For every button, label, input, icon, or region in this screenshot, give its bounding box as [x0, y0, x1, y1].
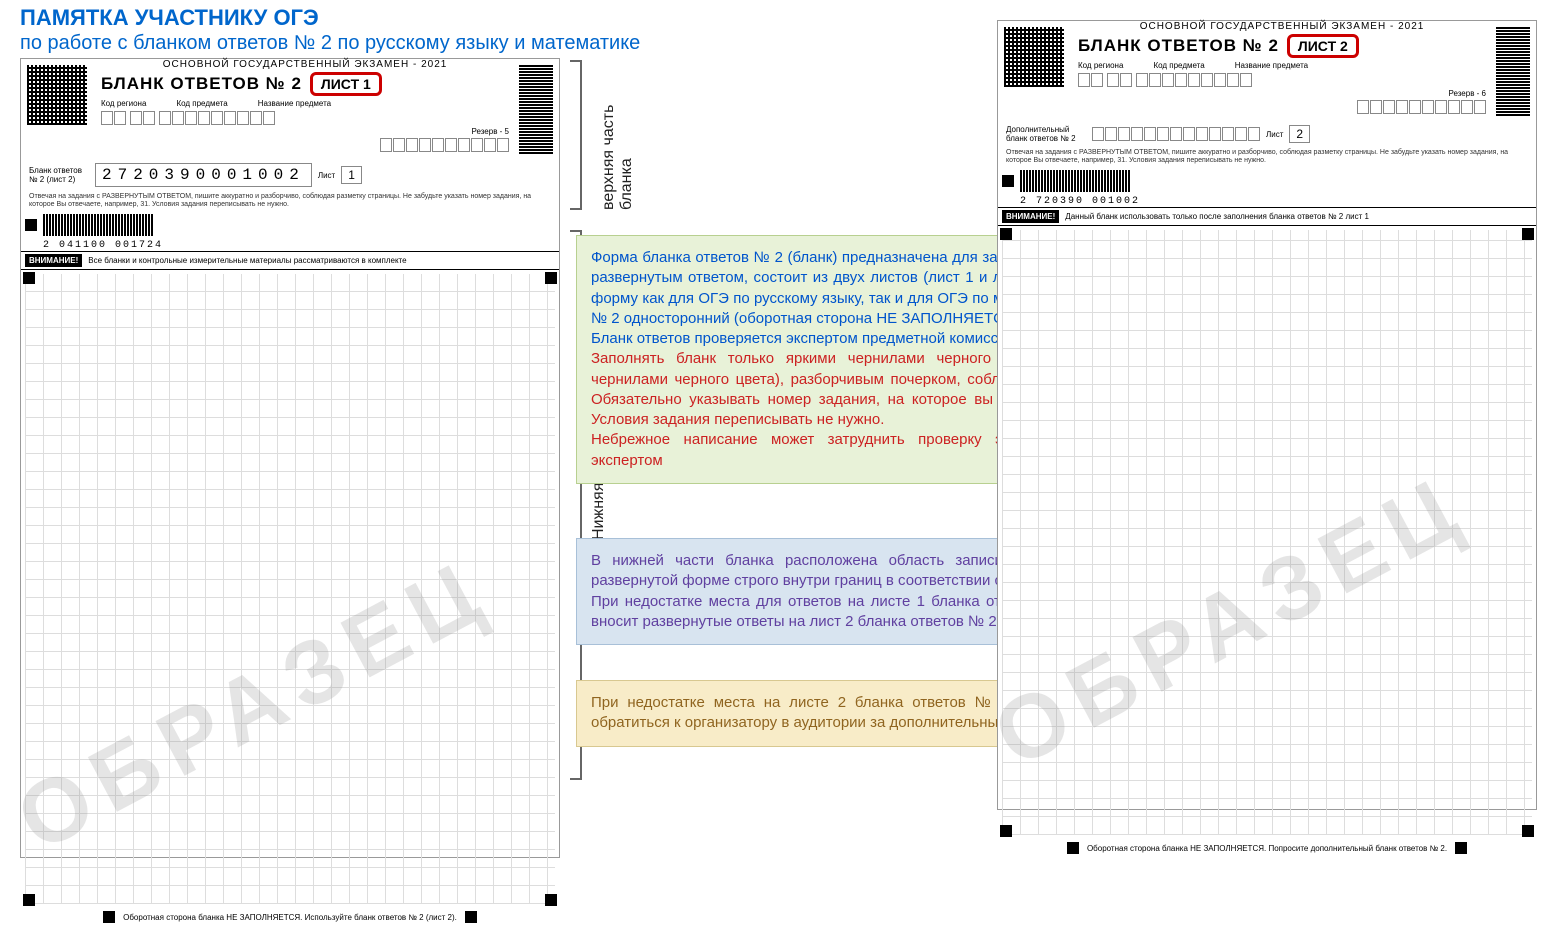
answer-grid: ОБРАЗЕЦ [25, 274, 555, 904]
page-title-1: ПАМЯТКА УЧАСТНИКУ ОГЭ [20, 5, 319, 31]
exam-header: ОСНОВНОЙ ГОСУДАРСТВЕННЫЙ ЭКЗАМЕН - 2021 [1070, 21, 1494, 32]
attention-label: ВНИМАНИЕ! [1002, 210, 1059, 223]
answer-grid: ОБРАЗЕЦ [1002, 230, 1532, 835]
list-label: Лист [1266, 130, 1283, 139]
exam-header: ОСНОВНОЙ ГОСУДАРСТВЕННЫЙ ЭКЗАМЕН - 2021 [93, 59, 517, 70]
bracket-top [570, 60, 582, 210]
attention-text: Данный бланк использовать только после з… [1065, 212, 1369, 221]
form-sheet-1: ОСНОВНОЙ ГОСУДАРСТВЕННЫЙ ЭКЗАМЕН - 2021 … [20, 58, 560, 858]
barcode-vertical-icon [1496, 27, 1530, 117]
label-subject-name: Название предмета [258, 99, 331, 108]
qr-code-icon [27, 65, 87, 125]
barcode-vertical-icon [519, 65, 553, 155]
label-region: Код региона [1078, 61, 1123, 70]
attention-text: Все бланки и контрольные измерительные м… [88, 256, 406, 265]
reserv-label: Резерв - 5 [93, 127, 517, 136]
barcode-horizontal-icon [43, 214, 153, 236]
label-subject-code: Код предмета [176, 99, 227, 108]
list-value: 2 [1289, 125, 1310, 143]
reserv-boxes [93, 136, 517, 154]
list-value: 1 [341, 166, 362, 184]
attention-label: ВНИМАНИЕ! [25, 254, 82, 267]
watermark: ОБРАЗЕЦ [1, 539, 507, 873]
watermark: ОБРАЗЕЦ [978, 455, 1484, 789]
vlabel-top: верхняя часть бланка [600, 80, 636, 210]
label-region: Код региона [101, 99, 146, 108]
list-1-badge: ЛИСТ 1 [310, 72, 382, 96]
barcode-number: 2 041100 001724 [21, 240, 559, 251]
code-boxes-row [1070, 71, 1494, 89]
instructions: Отвечая на задания с РАЗВЕРНУТЫМ ОТВЕТОМ… [998, 147, 1536, 166]
form-number: 2720390001002 [95, 163, 312, 187]
form-title: БЛАНК ОТВЕТОВ № 2 [101, 74, 302, 94]
label-subject-name: Название предмета [1235, 61, 1308, 70]
barcode-horizontal-icon [1020, 170, 1130, 192]
page-title-2: по работе с бланком ответов № 2 по русск… [20, 32, 640, 55]
qr-code-icon [1004, 27, 1064, 87]
form-sheet-2: ОСНОВНОЙ ГОСУДАРСТВЕННЫЙ ЭКЗАМЕН - 2021 … [997, 20, 1537, 810]
extra-label: Дополнительный бланк ответов № 2 [1006, 125, 1086, 143]
label-subject-code: Код предмета [1153, 61, 1204, 70]
footer-note: Оборотная сторона бланка НЕ ЗАПОЛНЯЕТСЯ.… [1087, 844, 1447, 853]
code-boxes-row [93, 109, 517, 127]
row-label: Бланк ответов № 2 (лист 2) [29, 166, 89, 184]
list-2-badge: ЛИСТ 2 [1287, 34, 1359, 58]
form-title: БЛАНК ОТВЕТОВ № 2 [1078, 36, 1279, 56]
footer-note: Оборотная сторона бланка НЕ ЗАПОЛНЯЕТСЯ.… [123, 913, 457, 922]
reserv-boxes [1070, 98, 1494, 116]
reserv-label: Резерв - 6 [1070, 89, 1494, 98]
instructions: Отвечая на задания с РАЗВЕРНУТЫМ ОТВЕТОМ… [21, 191, 559, 210]
list-label: Лист [318, 171, 335, 180]
barcode-number: 2 720390 001002 [998, 196, 1536, 207]
